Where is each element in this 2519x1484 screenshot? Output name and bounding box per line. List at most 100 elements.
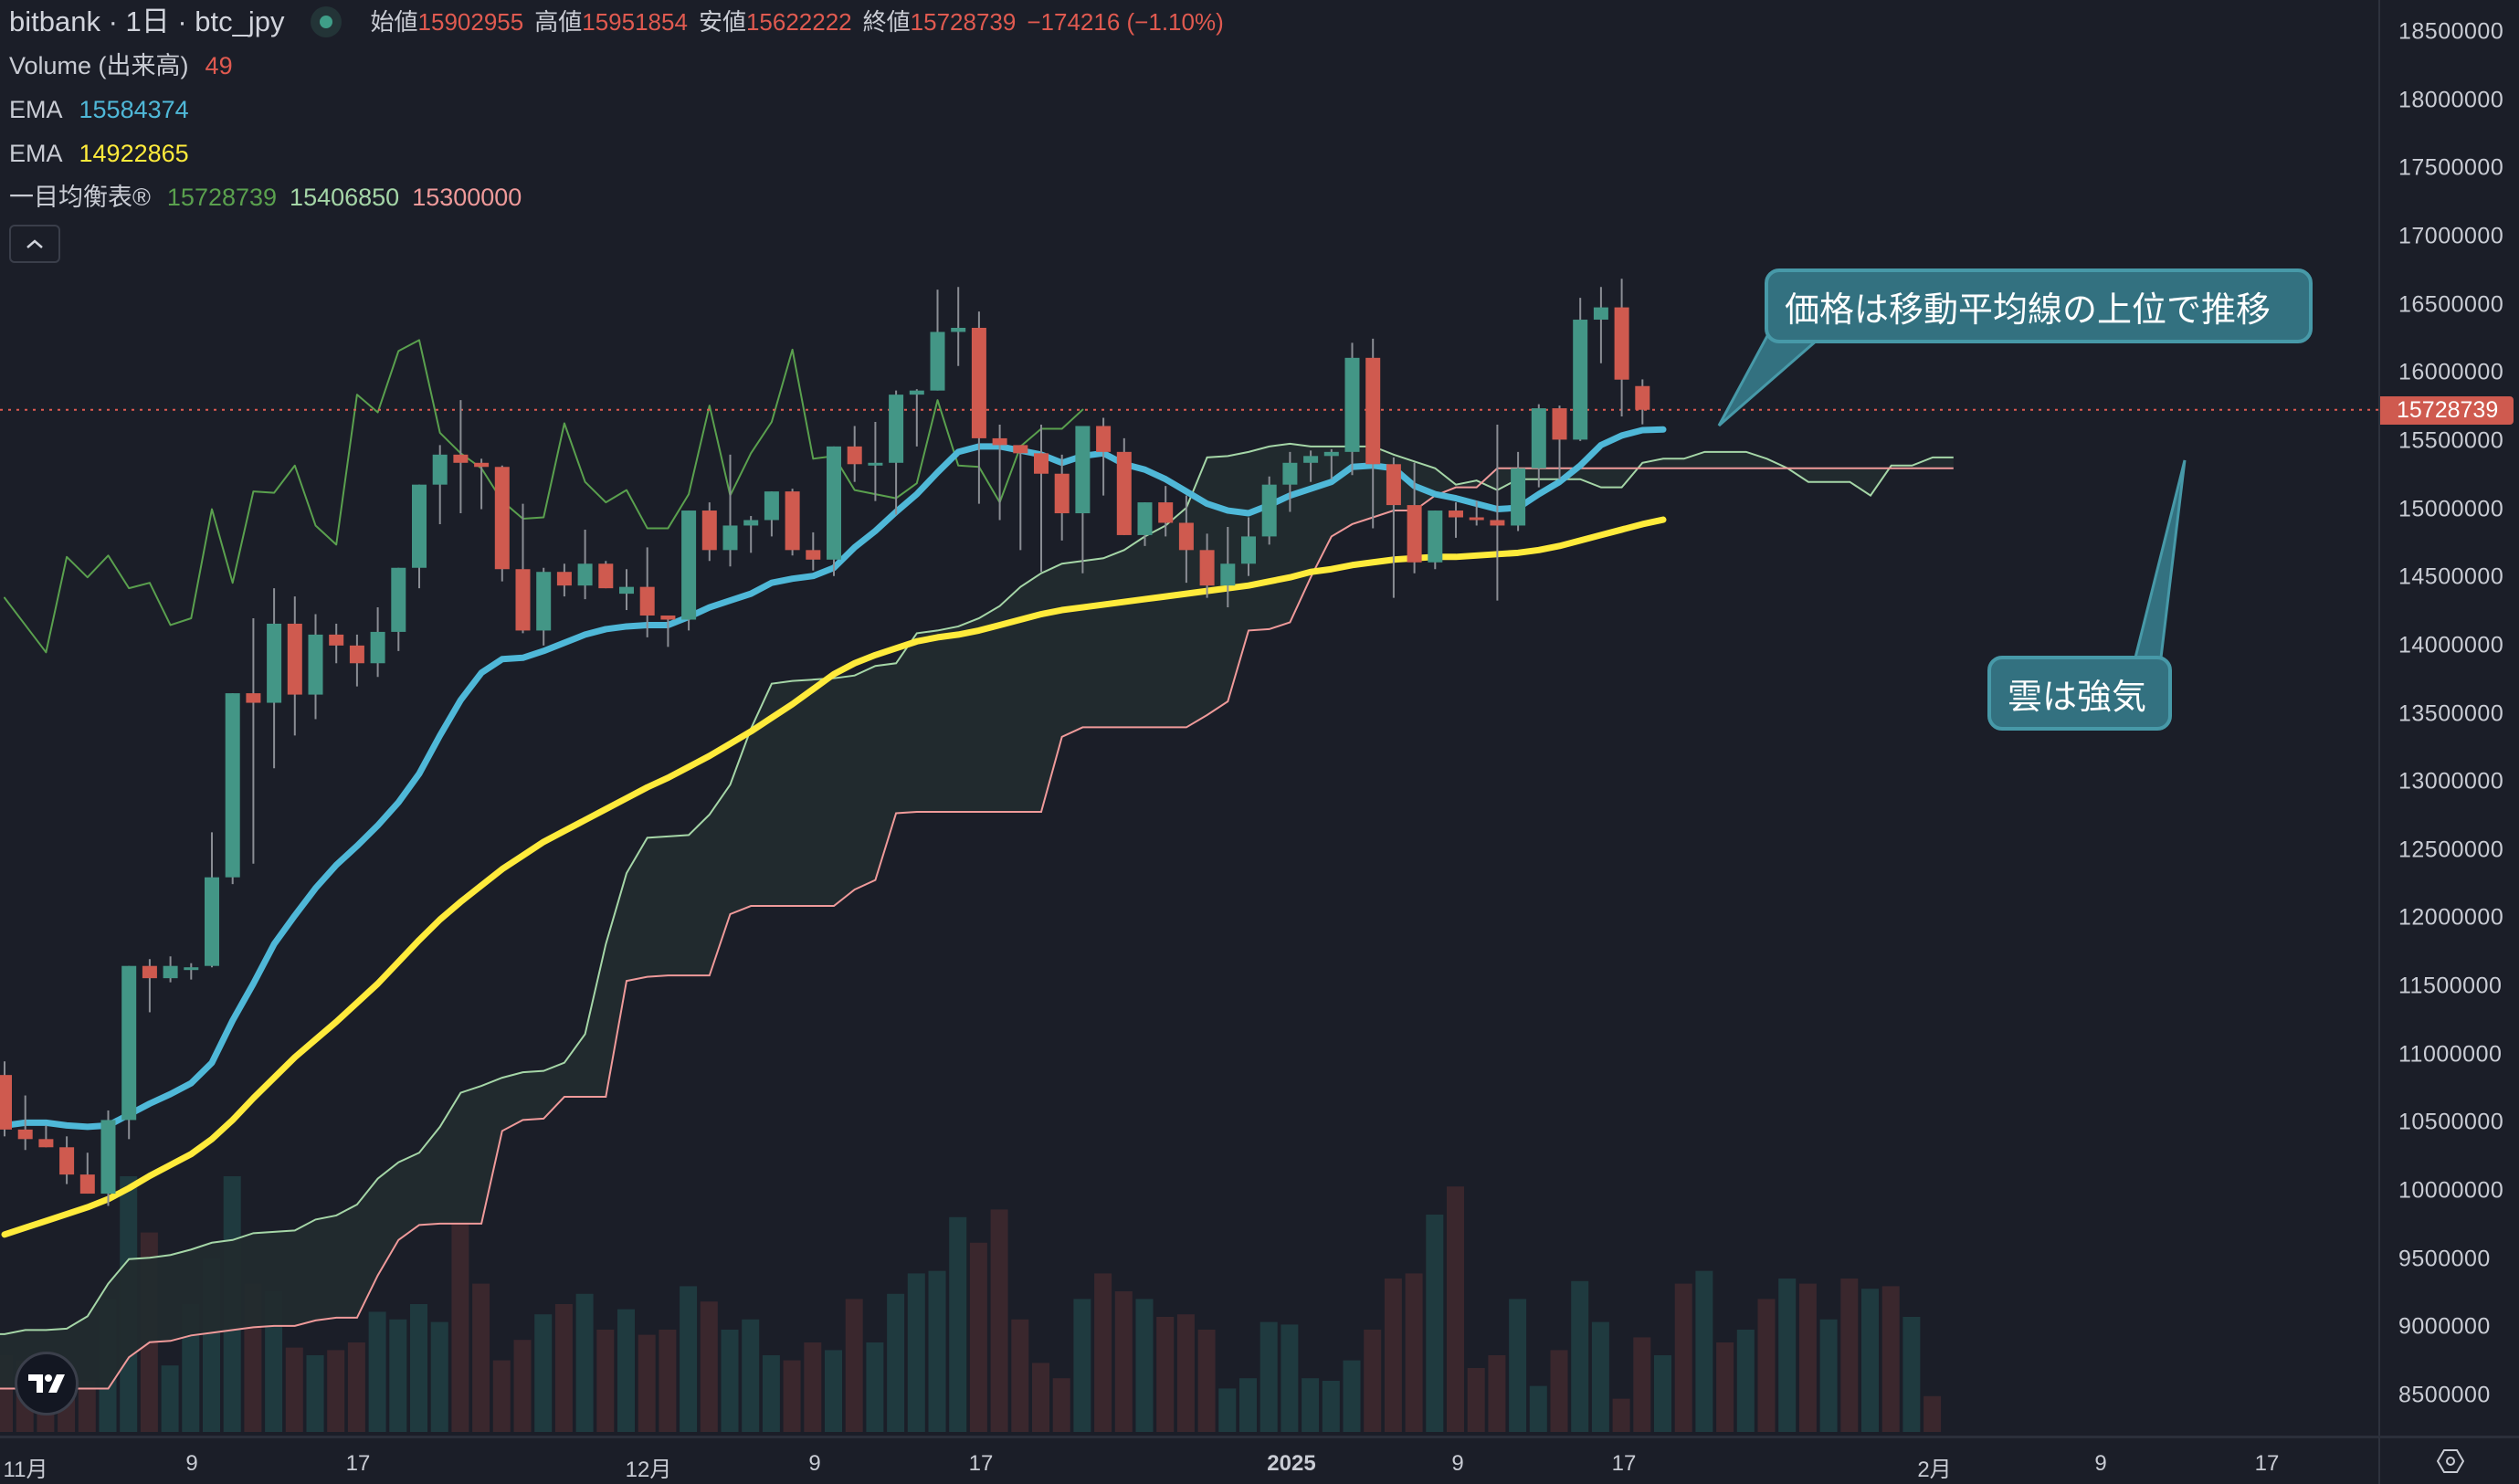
- volume-bar: [969, 1242, 987, 1432]
- candle: [329, 634, 344, 646]
- legend-ichimoku[interactable]: 一目均衡表® 15728739 15406850 15300000: [9, 175, 1224, 219]
- annotation-callout-2[interactable]: 雲は強気: [1987, 656, 2172, 731]
- volume-bar: [638, 1334, 656, 1432]
- volume-bar: [1322, 1381, 1340, 1432]
- candle: [1116, 451, 1132, 535]
- candle: [453, 454, 469, 463]
- volume-bar: [1384, 1279, 1402, 1432]
- candle: [1158, 502, 1174, 523]
- candle: [660, 616, 676, 620]
- ichimoku-cloud: [0, 442, 1954, 1390]
- volume-bar: [762, 1355, 780, 1432]
- candle: [163, 965, 178, 979]
- volume-bar: [1218, 1388, 1237, 1432]
- candle: [785, 491, 800, 551]
- chart-canvas[interactable]: [0, 0, 2378, 1436]
- candle: [1241, 536, 1256, 564]
- volume-bar: [1529, 1385, 1547, 1432]
- time-tick: 12月: [625, 1458, 672, 1482]
- candle: [930, 332, 945, 391]
- legend-ema-fast[interactable]: EMA 15584374: [9, 88, 1224, 132]
- tradingview-logo[interactable]: [15, 1352, 79, 1416]
- indicator-value: 49: [205, 52, 233, 79]
- volume-bar: [907, 1273, 925, 1432]
- candle: [1075, 426, 1091, 514]
- symbol-title[interactable]: bitbank · 1日 · btc_jpy: [9, 5, 285, 37]
- volume-bar: [1509, 1299, 1527, 1432]
- chevron-up-icon: [26, 239, 43, 248]
- tradingview-logo-icon: [28, 1374, 65, 1393]
- volume-bar: [700, 1301, 718, 1432]
- candle: [598, 563, 614, 589]
- legend-ema-slow[interactable]: EMA 14922865: [9, 132, 1224, 175]
- price-tick: 11500000: [2398, 973, 2503, 999]
- time-tick: 9: [1451, 1451, 1464, 1476]
- candle: [494, 467, 510, 570]
- price-tick: 15500000: [2398, 427, 2504, 454]
- volume-bar: [1156, 1317, 1175, 1432]
- candle: [701, 510, 717, 551]
- low-value: 15622222: [745, 8, 852, 36]
- volume-bar: [742, 1319, 760, 1432]
- price-axis[interactable]: 18500000 18000000 17500000 17000000 16500000…: [2378, 0, 2519, 1439]
- time-tick: 2025: [1267, 1451, 1316, 1476]
- legend-volume[interactable]: Volume (出来高) 49: [9, 44, 1224, 88]
- volume-bar: [1011, 1319, 1029, 1432]
- volume-bar: [1052, 1378, 1070, 1432]
- candle: [59, 1147, 75, 1175]
- volume-bar: [1571, 1280, 1589, 1432]
- candle: [349, 645, 364, 664]
- volume-bar: [161, 1365, 179, 1432]
- candle: [536, 572, 552, 631]
- volume-bar: [492, 1360, 511, 1432]
- volume-bar: [1591, 1321, 1609, 1432]
- volume-bar: [389, 1319, 407, 1432]
- volume-bar: [78, 1381, 96, 1432]
- collapse-legend-button[interactable]: [9, 225, 60, 263]
- volume-bar: [1674, 1283, 1692, 1432]
- change-value: −174216 (−1.10%): [1027, 8, 1224, 36]
- indicator-name: Volume (出来高): [9, 52, 189, 79]
- candle: [1054, 473, 1070, 514]
- candle: [1635, 385, 1650, 410]
- price-tick: 10000000: [2398, 1177, 2504, 1204]
- volume-bar: [451, 1222, 469, 1432]
- candle: [951, 327, 966, 332]
- volume-bar: [1114, 1291, 1133, 1432]
- volume-bar: [1176, 1314, 1195, 1432]
- volume-bar: [1819, 1319, 1838, 1432]
- candle: [1034, 453, 1049, 474]
- chart-settings-button[interactable]: [2378, 1436, 2519, 1484]
- indicator-value: 15584374: [79, 96, 189, 123]
- volume-bar: [534, 1314, 553, 1432]
- ichimoku-chikou-value: 15728739: [166, 184, 278, 211]
- volume-bar: [1757, 1299, 1776, 1432]
- volume-bar: [285, 1347, 303, 1432]
- volume-bar: [1798, 1283, 1817, 1432]
- candle: [889, 395, 904, 463]
- volume-bar: [1281, 1324, 1299, 1432]
- settings-hex-icon: [2437, 1449, 2464, 1473]
- volume-bar: [1447, 1186, 1464, 1432]
- price-tick: 8500000: [2398, 1382, 2491, 1408]
- senkou-span-b-line: [0, 467, 1954, 1390]
- annotation-callout-1[interactable]: 価格は移動平均線の上位で推移: [1765, 268, 2313, 343]
- volume-bar: [1343, 1360, 1361, 1432]
- volume-bar: [1902, 1317, 1921, 1432]
- candle: [79, 1174, 95, 1195]
- high-value: 15951854: [582, 8, 688, 36]
- volume-bar: [866, 1342, 884, 1432]
- candle: [17, 1129, 33, 1140]
- time-axis[interactable]: 11月 9 17 12月 9 17 2025 9 17 2月 9 17: [0, 1436, 2378, 1484]
- candle: [1220, 563, 1236, 586]
- candle: [1552, 408, 1567, 440]
- close-value: 15728739: [910, 8, 1017, 36]
- volume-bar: [513, 1340, 532, 1432]
- candle: [1199, 550, 1215, 586]
- candle: [722, 525, 738, 551]
- candle: [225, 693, 240, 878]
- volume-bar: [1654, 1355, 1671, 1432]
- price-tick: 17500000: [2398, 154, 2504, 181]
- candle: [1261, 484, 1277, 537]
- ichimoku-span-a-value: 15406850: [290, 184, 400, 211]
